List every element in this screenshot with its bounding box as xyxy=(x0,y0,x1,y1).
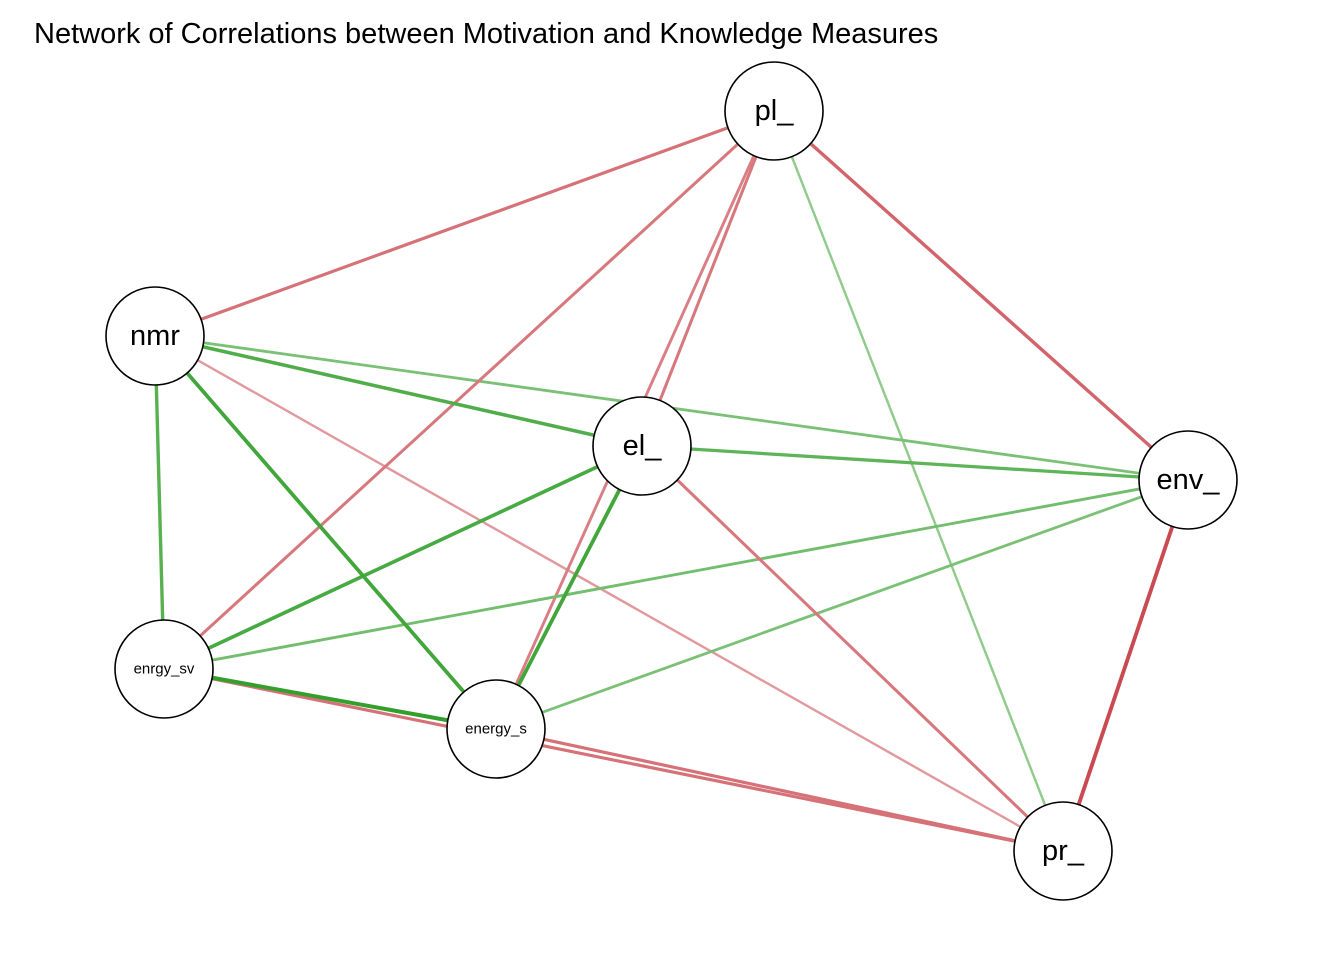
node-label-pr_: pr_ xyxy=(1042,835,1085,867)
node-enrgy_sv: enrgy_sv xyxy=(114,619,214,719)
edge-nmr-energy_s xyxy=(153,334,498,731)
edge-el_-env_ xyxy=(640,444,1190,482)
edge-el_-pr_ xyxy=(640,444,1065,853)
node-circle-pl_ xyxy=(724,61,824,161)
edge-env_-enrgy_sv xyxy=(162,478,1190,671)
node-circle-env_ xyxy=(1138,430,1238,530)
node-pr_: pr_ xyxy=(1013,801,1113,901)
node-label-pl_: pl_ xyxy=(755,95,795,127)
edge-nmr-enrgy_sv xyxy=(153,334,166,671)
node-label-el_: el_ xyxy=(623,430,663,462)
node-circle-pr_ xyxy=(1013,801,1113,901)
edge-nmr-el_ xyxy=(153,334,644,448)
node-energy_s: energy_s xyxy=(446,679,546,779)
edge-pl_-env_ xyxy=(772,109,1190,482)
edge-el_-enrgy_sv xyxy=(162,444,644,671)
edge-pl_-pr_ xyxy=(772,109,1065,853)
node-label-env_: env_ xyxy=(1157,464,1221,496)
node-env_: env_ xyxy=(1138,430,1238,530)
edge-env_-pr_ xyxy=(1061,478,1190,853)
edge-pl_-enrgy_sv xyxy=(162,109,776,671)
edge-nmr-pr_ xyxy=(153,334,1065,853)
node-label-energy_s: energy_s xyxy=(465,721,527,738)
edge-enrgy_sv-pr_ xyxy=(162,667,1065,853)
node-layer: pl_nmr el_ env_ enrgy_sv energy_s pr_ xyxy=(105,61,1238,901)
node-nmr: nmr xyxy=(105,286,205,386)
node-label-nmr: nmr xyxy=(130,320,180,352)
edge-enrgy_sv-energy_s xyxy=(162,667,498,731)
diagram-title: Network of Correlations between Motivati… xyxy=(34,18,939,50)
edge-env_-energy_s xyxy=(494,478,1190,731)
edge-el_-energy_s xyxy=(494,444,644,731)
node-circle-enrgy_sv xyxy=(114,619,214,719)
node-label-enrgy_sv: enrgy_sv xyxy=(134,661,195,678)
node-circle-energy_s xyxy=(446,679,546,779)
edge-pl_-el_ xyxy=(640,109,776,448)
edge-energy_s-pr_ xyxy=(494,727,1065,853)
node-pl_: pl_ xyxy=(724,61,824,161)
edge-pl_-nmr xyxy=(153,109,776,338)
node-circle-el_ xyxy=(592,396,692,496)
node-el_: el_ xyxy=(592,396,692,496)
node-circle-nmr xyxy=(105,286,205,386)
